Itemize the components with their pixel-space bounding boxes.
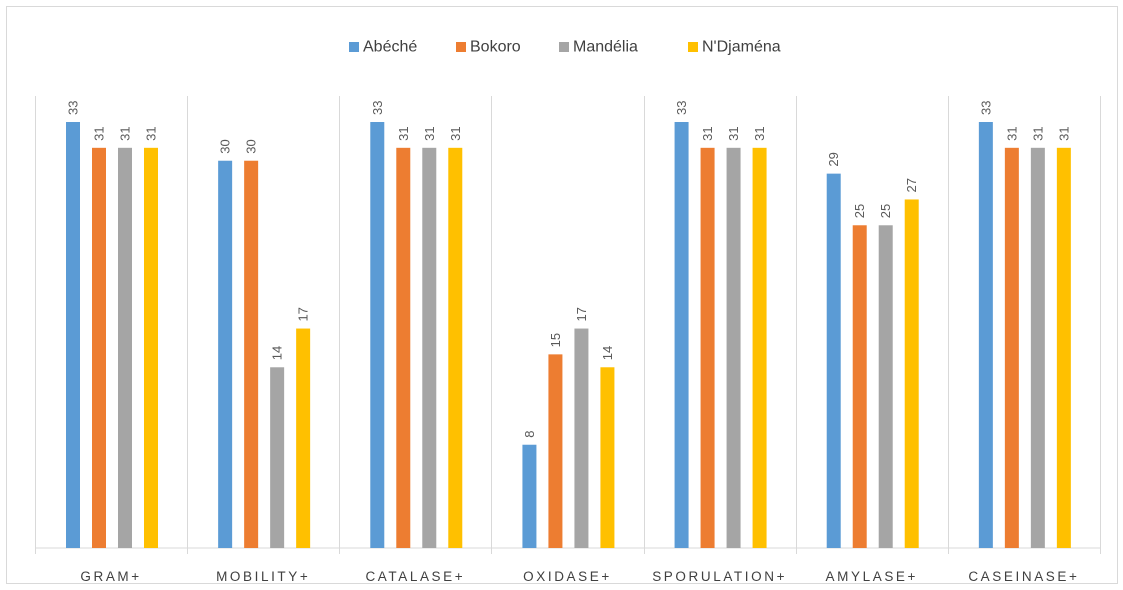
bar [752, 147, 767, 548]
bar [218, 160, 233, 548]
bar [1056, 147, 1071, 548]
data-label: 31 [448, 126, 463, 140]
bar [852, 225, 867, 549]
bar [448, 147, 463, 548]
bar [144, 147, 158, 548]
data-label: 14 [270, 346, 285, 360]
bar [904, 199, 919, 549]
data-label: 25 [852, 204, 867, 218]
data-label: 33 [66, 101, 81, 115]
bar [522, 444, 537, 548]
bar [296, 328, 311, 548]
category-label: AMYLASE+ [826, 569, 918, 584]
bar [726, 147, 741, 548]
data-label: 27 [904, 178, 919, 192]
legend-label-2: Bokoro [470, 39, 521, 56]
bar [826, 173, 841, 549]
category-label: CATALASE+ [365, 569, 465, 584]
data-label: 25 [878, 204, 893, 218]
data-label: 31 [1030, 126, 1045, 140]
category-label: CASEINASE+ [968, 569, 1079, 584]
data-label: 31 [1056, 126, 1071, 140]
category-label: GRAM+ [80, 569, 141, 584]
data-label: 31 [144, 126, 159, 140]
data-label: 17 [574, 307, 589, 321]
data-label: 31 [752, 126, 767, 140]
data-label: 31 [726, 126, 741, 140]
bar [66, 122, 80, 548]
legend-label-4: N'Djaména [702, 39, 781, 56]
bar [548, 354, 563, 548]
legend-swatch-1 [349, 42, 359, 52]
data-label: 31 [92, 126, 107, 140]
bar [92, 147, 106, 548]
data-label: 33 [370, 101, 385, 115]
legend: Abéché Bokoro Mandélia N'Djaména [349, 39, 781, 56]
bar [600, 367, 615, 548]
legend-swatch-3 [559, 42, 569, 52]
category-label: MOBILITY+ [216, 569, 310, 584]
bar [574, 328, 589, 548]
bar [118, 147, 132, 548]
legend-swatch-2 [456, 42, 466, 52]
data-label: 33 [674, 101, 689, 115]
data-label: 31 [422, 126, 437, 140]
data-label: 31 [700, 126, 715, 140]
bar [878, 225, 893, 549]
data-label: 15 [548, 333, 563, 347]
bar [396, 147, 411, 548]
data-label: 31 [118, 126, 133, 140]
data-label: 31 [396, 126, 411, 140]
data-label: 31 [1004, 126, 1019, 140]
bar [700, 147, 715, 548]
bar [978, 122, 993, 548]
bar [1030, 147, 1045, 548]
bar [1004, 147, 1019, 548]
data-label: 33 [978, 101, 993, 115]
legend-label-1: Abéché [363, 39, 417, 56]
bar [370, 122, 385, 548]
bar [422, 147, 437, 548]
category-label: SPORULATION+ [652, 569, 787, 584]
data-label: 8 [522, 430, 537, 437]
bar [674, 122, 689, 548]
bar [244, 160, 259, 548]
data-label: 30 [244, 139, 259, 153]
category-label: OXIDASE+ [523, 569, 612, 584]
data-label: 30 [218, 139, 233, 153]
bar [270, 367, 285, 548]
legend-swatch-4 [688, 42, 698, 52]
data-label: 17 [296, 307, 311, 321]
legend-label-3: Mandélia [573, 39, 638, 56]
data-label: 14 [600, 346, 615, 360]
data-label: 29 [826, 152, 841, 166]
